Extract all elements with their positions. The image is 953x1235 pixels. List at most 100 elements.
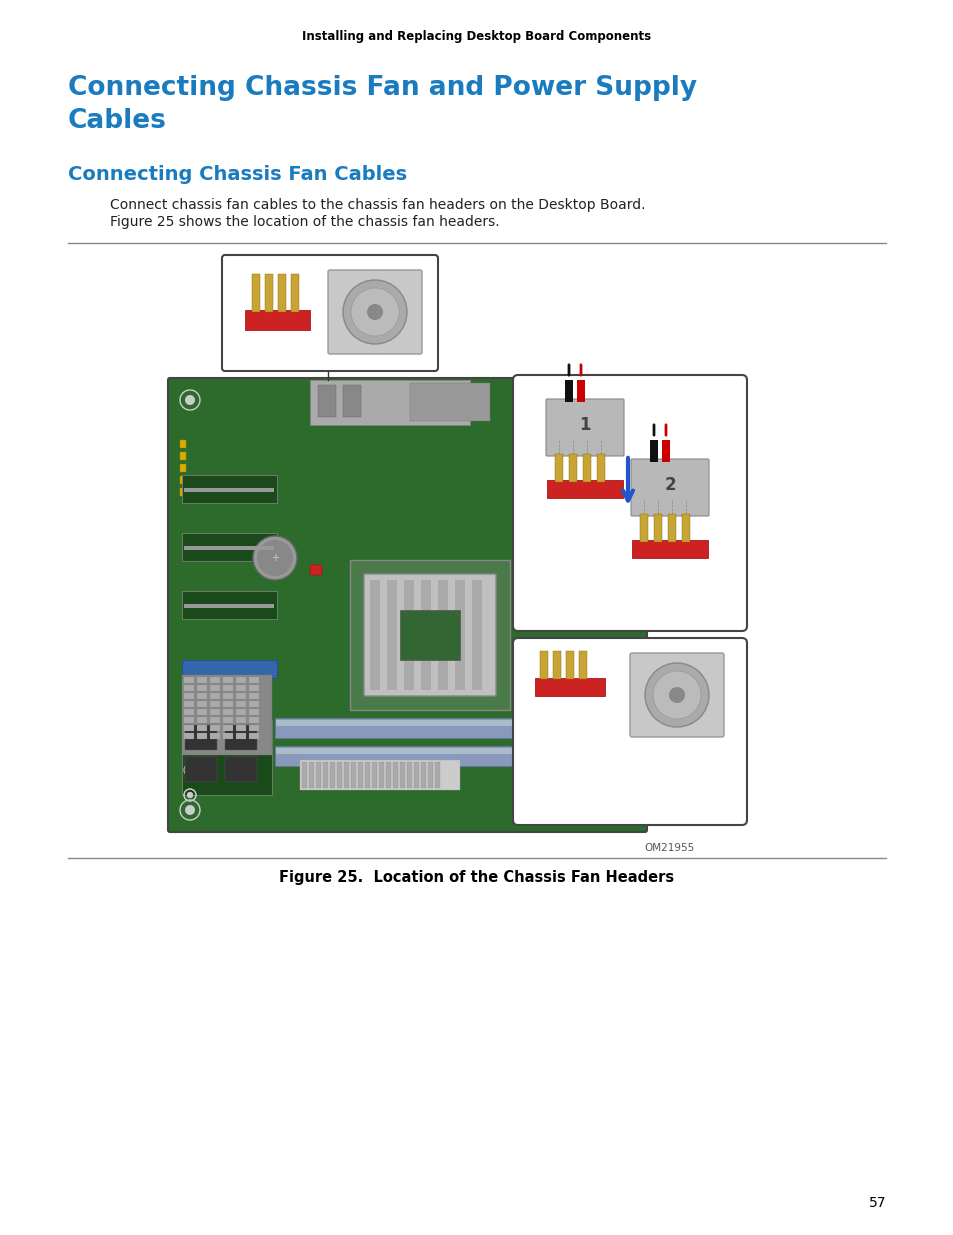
Circle shape: [187, 767, 193, 773]
Bar: [184, 693, 193, 699]
Bar: [210, 685, 220, 692]
Bar: [180, 440, 186, 448]
Bar: [420, 580, 431, 690]
Bar: [252, 274, 260, 312]
Bar: [196, 701, 207, 706]
Bar: [196, 685, 207, 692]
Bar: [399, 762, 405, 788]
Bar: [661, 440, 669, 462]
Bar: [343, 385, 360, 417]
Bar: [555, 454, 562, 482]
Bar: [235, 685, 246, 692]
Bar: [274, 746, 704, 766]
Bar: [681, 514, 689, 542]
Bar: [414, 762, 418, 788]
Bar: [223, 718, 233, 722]
Bar: [357, 762, 363, 788]
Text: Figure 25.  Location of the Chassis Fan Headers: Figure 25. Location of the Chassis Fan H…: [279, 869, 674, 885]
Bar: [274, 718, 704, 739]
Bar: [184, 734, 193, 739]
Bar: [568, 454, 577, 482]
Bar: [265, 274, 273, 312]
FancyBboxPatch shape: [513, 375, 746, 631]
Circle shape: [351, 288, 398, 336]
Bar: [350, 559, 510, 710]
Bar: [225, 725, 256, 750]
Bar: [210, 718, 220, 722]
FancyBboxPatch shape: [364, 574, 496, 697]
Bar: [275, 720, 703, 726]
Bar: [249, 718, 258, 722]
Bar: [249, 709, 258, 715]
Bar: [387, 580, 396, 690]
Bar: [210, 734, 220, 739]
Bar: [235, 693, 246, 699]
Text: Installing and Replacing Desktop Board Components: Installing and Replacing Desktop Board C…: [302, 30, 651, 43]
Bar: [565, 651, 574, 679]
Bar: [196, 709, 207, 715]
Bar: [249, 677, 258, 683]
Bar: [299, 760, 459, 790]
FancyBboxPatch shape: [629, 653, 723, 737]
Bar: [182, 720, 272, 795]
Bar: [330, 762, 335, 788]
Bar: [245, 310, 310, 330]
Bar: [196, 725, 207, 731]
Bar: [578, 651, 586, 679]
Bar: [235, 725, 246, 731]
Bar: [182, 534, 276, 561]
Bar: [182, 676, 272, 755]
Bar: [654, 514, 661, 542]
Bar: [185, 757, 216, 782]
Circle shape: [343, 280, 407, 345]
Bar: [472, 580, 481, 690]
Bar: [196, 734, 207, 739]
Bar: [393, 762, 397, 788]
Bar: [455, 580, 464, 690]
Bar: [223, 709, 233, 715]
Bar: [372, 762, 376, 788]
Text: Connecting Chassis Fan and Power Supply: Connecting Chassis Fan and Power Supply: [68, 75, 697, 101]
Bar: [180, 452, 186, 459]
Bar: [249, 693, 258, 699]
Text: Connect chassis fan cables to the chassis fan headers on the Desktop Board.: Connect chassis fan cables to the chassi…: [110, 198, 645, 212]
Bar: [223, 725, 233, 731]
Bar: [667, 514, 676, 542]
Circle shape: [187, 792, 193, 798]
Bar: [437, 580, 448, 690]
Text: Figure 25 shows the location of the chassis fan headers.: Figure 25 shows the location of the chas…: [110, 215, 499, 228]
Bar: [539, 651, 547, 679]
Bar: [184, 701, 193, 706]
Bar: [223, 685, 233, 692]
Bar: [210, 701, 220, 706]
Bar: [553, 651, 560, 679]
Circle shape: [253, 536, 296, 580]
Bar: [196, 677, 207, 683]
Text: OM21955: OM21955: [644, 844, 695, 853]
Circle shape: [652, 671, 700, 719]
Bar: [182, 659, 276, 678]
Circle shape: [185, 395, 194, 405]
Bar: [184, 718, 193, 722]
Bar: [609, 500, 621, 510]
Bar: [317, 385, 335, 417]
Bar: [577, 380, 584, 403]
Text: 2: 2: [663, 475, 675, 494]
Bar: [428, 762, 433, 788]
Bar: [210, 693, 220, 699]
Bar: [184, 725, 193, 731]
Bar: [277, 274, 286, 312]
Bar: [210, 677, 220, 683]
Bar: [235, 718, 246, 722]
Bar: [184, 488, 274, 492]
Bar: [223, 677, 233, 683]
Bar: [182, 592, 276, 619]
Bar: [639, 514, 647, 542]
FancyBboxPatch shape: [513, 638, 746, 825]
FancyBboxPatch shape: [630, 459, 708, 516]
Bar: [196, 693, 207, 699]
Circle shape: [185, 805, 194, 815]
Bar: [180, 464, 186, 472]
Bar: [249, 701, 258, 706]
Bar: [407, 762, 412, 788]
